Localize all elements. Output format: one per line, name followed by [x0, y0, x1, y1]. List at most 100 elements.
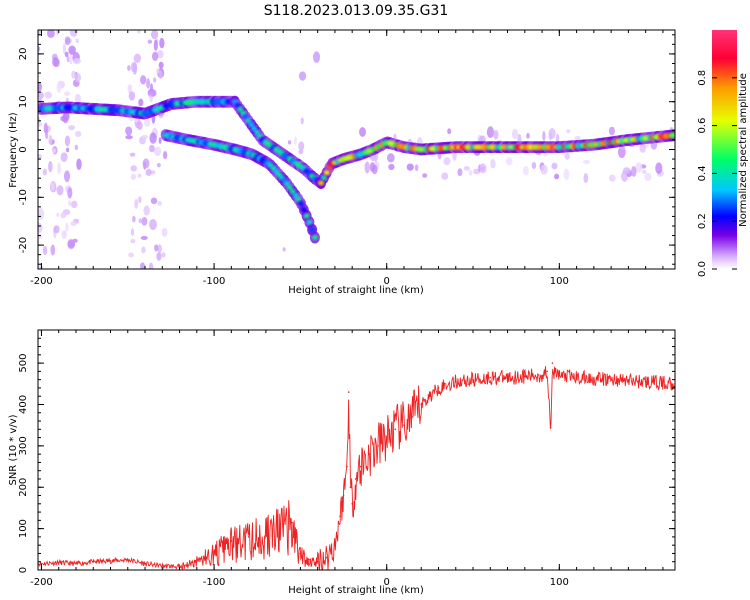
spectrogram-ridge — [284, 181, 291, 187]
snr-point — [325, 556, 328, 559]
spectrogram-ridge — [242, 114, 249, 120]
spectrogram-speckle — [479, 163, 487, 174]
snr-xtick-label: 0 — [384, 577, 390, 588]
spectrogram-speckle — [74, 73, 82, 82]
spectrogram-speckle — [388, 163, 395, 171]
spectrogram-speckle — [158, 70, 163, 79]
snr-point — [265, 529, 267, 532]
spectrogram-speckle — [463, 165, 470, 171]
spectrogram-speckle — [56, 212, 60, 217]
snr-xlabel: Height of straight line (km) — [288, 585, 424, 596]
snr-point — [75, 562, 77, 565]
spectrogram-speckle — [300, 117, 304, 125]
snr-ytick-label: 100 — [18, 519, 29, 538]
spectrogram-speckle — [642, 169, 647, 174]
spectrogram-speckle — [130, 228, 135, 236]
colorbar-gradient — [712, 30, 737, 269]
spectrogram-speckle — [156, 252, 162, 261]
spectrogram-speckle — [370, 155, 377, 160]
spectrogram-speckle — [71, 70, 76, 79]
spectrogram-speckle — [157, 244, 162, 254]
snr-xtick-label: -200 — [30, 577, 53, 588]
snr-plot-area — [38, 330, 675, 570]
spectrogram-speckle — [43, 122, 48, 134]
spectrogram-speckle — [551, 162, 558, 170]
snr-ytick-label: 300 — [18, 436, 29, 455]
spectrogram-speckle — [298, 141, 305, 151]
spectrogram-speckle — [69, 53, 73, 65]
snr-frame — [37, 329, 676, 571]
spectrogram-speckle — [157, 200, 162, 206]
spectrogram-speckle — [457, 168, 463, 177]
snr-point — [299, 552, 302, 555]
spectrogram-speckle — [138, 218, 142, 224]
spectrogram-speckle — [132, 215, 136, 223]
spectrogram-speckle — [486, 126, 494, 138]
spectrogram-ridge — [326, 165, 333, 171]
snr-point — [247, 536, 250, 538]
snr-ylabel: SNR (10 * v/v) — [8, 414, 19, 485]
snr-point — [403, 424, 405, 426]
spectrogram-speckle — [38, 46, 41, 52]
spectrogram-ridge — [237, 106, 244, 112]
spectrogram-speckle — [127, 83, 133, 94]
spectrogram-speckle — [149, 219, 157, 231]
spectrogram-speckle — [136, 120, 143, 131]
spectrogram-speckle — [74, 130, 82, 137]
spectrogram-speckle — [149, 132, 157, 144]
colorbar-tick-label: 0.0 — [697, 261, 708, 277]
spectrogram-speckle — [130, 173, 136, 180]
spectrogram-ytick-label: 10 — [18, 95, 29, 108]
snr-xtick-label: 100 — [550, 577, 569, 588]
spectrogram-speckle — [76, 158, 82, 171]
spectrogram-speckle — [522, 166, 529, 176]
snr-point — [57, 561, 60, 564]
spectrogram-speckle — [130, 238, 136, 244]
snr-point — [454, 380, 457, 383]
spectrogram-speckle — [141, 246, 146, 254]
snr-point — [385, 436, 388, 439]
spectrogram-speckle — [125, 126, 133, 136]
spectrogram-speckle — [63, 170, 71, 183]
spectrogram-speckle — [161, 252, 166, 258]
spectrogram-speckle — [140, 235, 148, 241]
spectrogram-ridge — [295, 196, 302, 202]
spectrogram-speckle — [50, 182, 55, 192]
spectrogram-speckle — [62, 43, 66, 55]
spectrogram-speckle — [149, 89, 157, 97]
spectrogram-speckle — [48, 134, 53, 145]
snr-point — [437, 387, 440, 389]
spectrogram-speckle — [56, 83, 62, 94]
spectrogram-speckle — [493, 129, 499, 140]
spectrogram-speckle — [38, 154, 43, 160]
snr-point — [575, 376, 578, 379]
spectrogram-speckle — [38, 91, 44, 100]
spectrogram-speckle — [67, 239, 76, 248]
spectrogram-speckle — [68, 45, 76, 55]
spectrogram-speckle — [66, 147, 70, 153]
spectrogram-ridge — [298, 201, 305, 207]
spectrogram-speckle — [150, 197, 158, 205]
spectrogram-speckle — [548, 128, 556, 140]
spectrogram-ridge — [320, 175, 327, 181]
snr-point — [342, 494, 345, 497]
spectrogram-speckle — [74, 93, 81, 105]
spectrogram-speckle — [52, 57, 60, 67]
spectrogram-speckle — [153, 146, 162, 157]
spectrogram-ytick-label: 0 — [18, 146, 29, 152]
snr-ticks: -200 -100 0 100 0 100 200 300 400 500 — [18, 329, 675, 588]
snr-point — [351, 502, 353, 505]
spectrogram-speckle — [65, 222, 69, 232]
colorbar-tick-label: 0.8 — [697, 70, 708, 86]
spectrogram-speckle — [153, 77, 157, 83]
spectrogram-speckle — [526, 132, 530, 139]
spectrogram-speckle — [146, 78, 151, 89]
spectrogram-speckle — [138, 196, 142, 204]
spectrogram-speckle — [138, 98, 144, 107]
spectrogram-speckle — [159, 37, 165, 49]
spectrogram-ridge — [289, 189, 296, 195]
spectrogram-speckle — [38, 222, 43, 233]
snr-ytick-label: 400 — [18, 395, 29, 414]
spectrogram-speckle — [38, 121, 43, 128]
